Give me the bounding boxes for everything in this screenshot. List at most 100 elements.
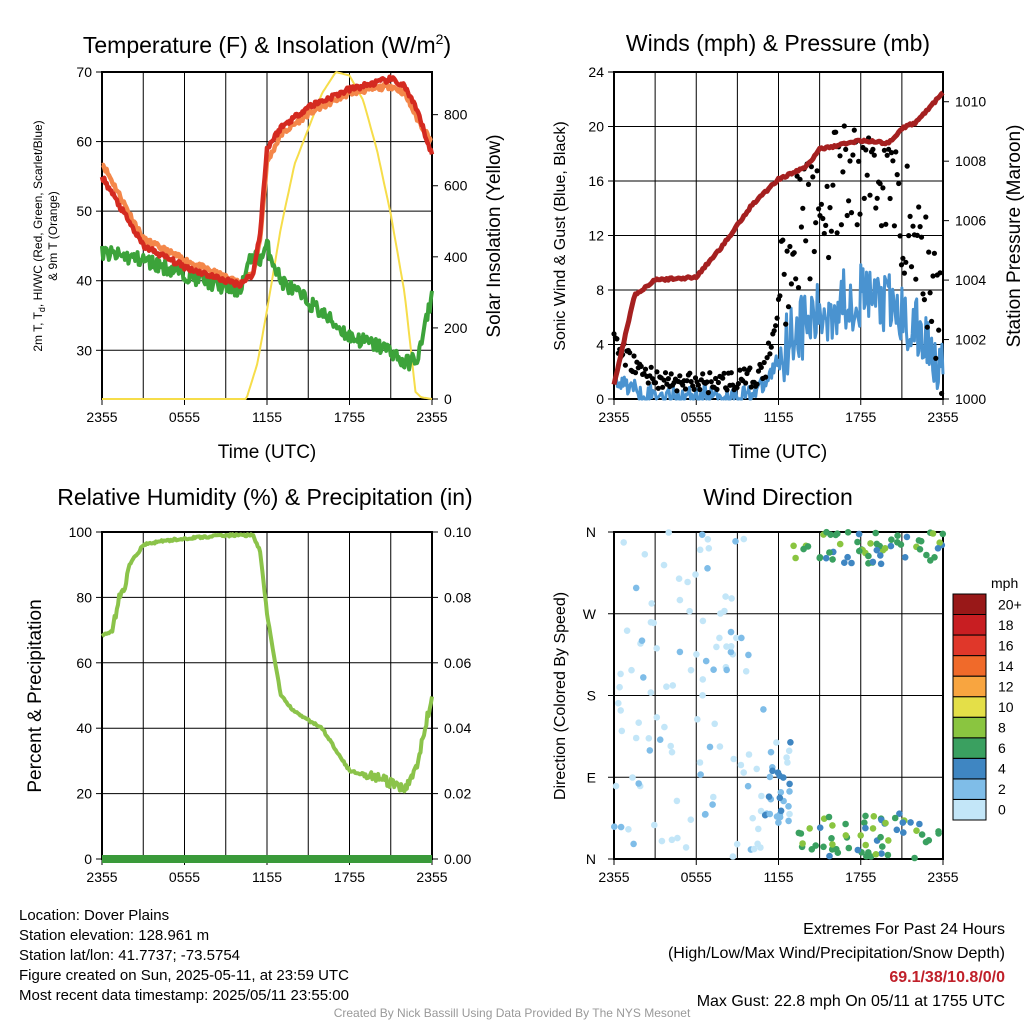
- temp-series-line: [99, 74, 435, 289]
- gust-point: [758, 364, 764, 370]
- dir-ytick-label: S: [587, 688, 596, 704]
- direction-point: [744, 782, 752, 790]
- gust-point: [847, 158, 853, 164]
- gust-point: [830, 182, 836, 188]
- dir-xtick-label: 0555: [681, 869, 712, 885]
- direction-point: [722, 593, 729, 600]
- gust-point: [705, 390, 712, 396]
- direction-point: [705, 545, 713, 552]
- gust-point: [814, 168, 820, 174]
- direction-point: [733, 634, 740, 642]
- gust-point: [887, 195, 893, 202]
- direction-point: [862, 824, 869, 832]
- colorbar-swatch: [952, 778, 987, 800]
- direction-point: [635, 780, 642, 787]
- dir-y-axis-label: Direction (Colored By Speed): [552, 592, 569, 800]
- gust-point: [828, 228, 835, 234]
- colorbar-label: 6: [998, 740, 1006, 756]
- gust-point: [936, 327, 942, 333]
- direction-point: [740, 535, 748, 543]
- direction-point: [825, 813, 833, 821]
- gust-point: [878, 223, 885, 229]
- colorbar-swatch: [952, 757, 987, 780]
- direction-point: [777, 807, 785, 815]
- colorbar-title: mph: [991, 575, 1018, 591]
- wind-y2tick-label: 1010: [955, 94, 986, 110]
- direction-point: [878, 850, 885, 857]
- colorbar-swatch: [952, 593, 987, 615]
- direction-point: [783, 754, 790, 761]
- direction-point: [882, 819, 889, 827]
- direction-point: [862, 812, 869, 820]
- gust-point: [692, 375, 699, 381]
- gust-point: [881, 147, 888, 153]
- direction-point: [757, 807, 765, 815]
- gust-point: [900, 255, 906, 261]
- direction-point: [826, 852, 833, 860]
- dir-ytick-label: E: [587, 769, 596, 785]
- gust-point: [648, 364, 654, 370]
- gust-point: [929, 318, 935, 324]
- gust-point: [765, 340, 772, 346]
- direction-point: [829, 841, 836, 848]
- direction-point: [668, 748, 676, 756]
- direction-point: [733, 840, 741, 848]
- direction-point: [939, 530, 947, 538]
- direction-point: [740, 769, 747, 776]
- gust-point: [728, 370, 734, 376]
- gust-point: [884, 152, 890, 158]
- direction-point: [630, 840, 637, 848]
- gust-point: [662, 370, 669, 376]
- direction-point: [776, 794, 784, 802]
- temp-y2tick-label: 200: [444, 320, 468, 336]
- gust-point: [724, 387, 730, 393]
- gust-point: [857, 211, 863, 217]
- direction-point: [758, 792, 765, 800]
- wind-ytick-label: 12: [588, 228, 604, 244]
- direction-point: [784, 759, 791, 766]
- direction-point: [620, 539, 627, 546]
- gust-point: [920, 291, 926, 297]
- rh-xtick-label: 1755: [334, 869, 365, 885]
- wind-ytick-label: 8: [596, 282, 604, 298]
- direction-point: [808, 846, 816, 853]
- direction-point: [732, 538, 739, 545]
- gust-point: [668, 371, 674, 377]
- direction-point: [625, 826, 632, 833]
- dir-xtick-label: 1155: [763, 869, 793, 885]
- direction-point: [816, 824, 824, 831]
- insolation-line: [102, 71, 433, 400]
- gust-point: [874, 195, 880, 201]
- gust-point: [761, 359, 767, 366]
- direction-point: [653, 645, 660, 652]
- temp-chart-title: Temperature (F) & Insolation (W/m2): [83, 31, 451, 58]
- direction-point: [879, 843, 886, 850]
- gust-point: [747, 365, 753, 371]
- gust-point: [843, 146, 849, 152]
- rh-chart-title: Relative Humidity (%) & Precipitation (i…: [57, 484, 472, 510]
- gust-point: [923, 214, 929, 220]
- direction-point: [721, 607, 728, 615]
- direction-point: [632, 734, 640, 742]
- direction-point: [754, 840, 761, 848]
- max-gust-text: Max Gust: 22.8 mph On 05/11 at 1755 UTC: [696, 993, 1005, 1010]
- colorbar-label: 4: [998, 761, 1006, 777]
- gust-point: [916, 204, 922, 210]
- gust-point: [764, 355, 770, 361]
- colorbar-swatch: [952, 799, 987, 821]
- gust-point: [803, 238, 809, 244]
- temp-y-axis-label-2: & 9m T (Orange): [46, 191, 60, 281]
- gust-point: [898, 262, 905, 268]
- gust-point: [901, 270, 908, 276]
- direction-point: [881, 545, 889, 552]
- direction-point: [668, 836, 676, 844]
- colorbar-label: 16: [998, 637, 1014, 653]
- colorbar-label: 0: [998, 802, 1006, 818]
- gust-point: [826, 254, 832, 261]
- gust-point: [907, 213, 913, 219]
- direction-point: [699, 692, 706, 699]
- gust-point: [877, 181, 883, 187]
- direction-point: [884, 851, 892, 859]
- direction-point: [903, 533, 911, 541]
- direction-point: [872, 851, 880, 858]
